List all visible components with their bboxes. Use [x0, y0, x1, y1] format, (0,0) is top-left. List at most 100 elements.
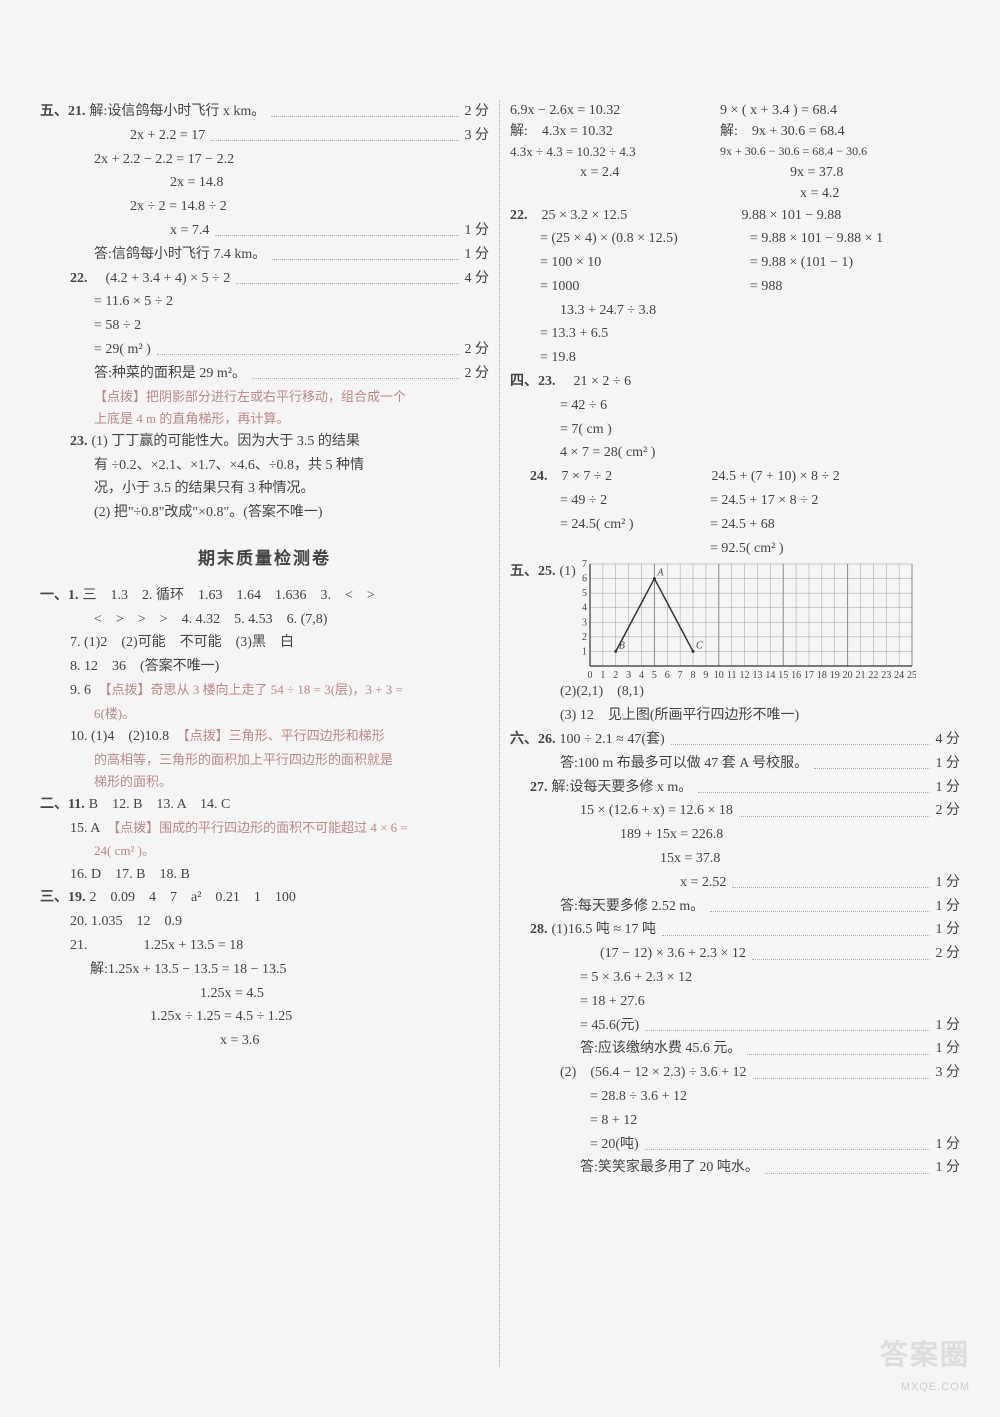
- r23-l4: 4 × 7 = 28( cm² ): [510, 441, 960, 465]
- r28-l7-row: (2) (56.4 − 12 × 2.3) ÷ 3.6 + 123 分: [510, 1061, 960, 1085]
- svg-text:3: 3: [626, 670, 631, 680]
- q21-l1: 解:设信鸽每小时飞行 x km。: [90, 104, 266, 119]
- sec2-l15-row: 15. A 【点拨】围成的平行四边形的面积不可能超过 4 × 6 =: [40, 817, 489, 841]
- svg-text:23: 23: [881, 670, 891, 680]
- r25-sub1: (1): [560, 560, 576, 584]
- svg-text:19: 19: [830, 670, 840, 680]
- page: 五、21.解:设信鸽每小时飞行 x km。 2 分 2x + 2.2 = 173…: [0, 0, 1000, 1417]
- svg-text:12: 12: [739, 670, 749, 680]
- svg-text:14: 14: [765, 670, 775, 680]
- r28-l8: = 28.8 ÷ 3.6 + 12: [510, 1085, 960, 1109]
- r27-s1: 1 分: [936, 776, 961, 800]
- r26-s2: 1 分: [936, 752, 961, 776]
- svg-text:11: 11: [727, 670, 737, 680]
- q21-s7: 1 分: [465, 243, 490, 267]
- r22-label: 22.: [510, 204, 528, 228]
- q22-s4: 2 分: [465, 338, 490, 362]
- r28-s10: 1 分: [936, 1133, 961, 1157]
- sec3-l20: 20. 1.035 12 0.9: [40, 910, 489, 934]
- r28-l11-row: 答:笑笑家最多用了 20 吨水。1 分: [510, 1156, 960, 1180]
- q22-l3: = 58 ÷ 2: [40, 314, 489, 338]
- eq21-b2: 解: 9x + 30.6 = 68.4: [720, 121, 845, 142]
- r23-l1: 21 × 2 ÷ 6: [574, 374, 632, 389]
- r22-b3: = 9.88 × (101 − 1): [750, 251, 853, 275]
- q22-s5: 2 分: [465, 362, 490, 386]
- sec1-l7: 7. (1)2 (2)可能 不可能 (3)黑 白: [40, 631, 489, 655]
- sec3-l21d: 1.25x ÷ 1.25 = 4.5 ÷ 1.25: [40, 1005, 489, 1029]
- r24-label: 24.: [530, 465, 548, 489]
- r26-l2: 答:100 m 布最多可以做 47 套 A 号校服。: [560, 752, 808, 776]
- r27-l2-row: 15 × (12.6 + x) = 12.6 × 182 分: [510, 799, 960, 823]
- eq21-r3: 4.3x ÷ 4.3 = 10.32 ÷ 4.39x + 30.6 − 30.6…: [510, 142, 960, 162]
- q21-line1: 五、21.解:设信鸽每小时飞行 x km。 2 分: [40, 100, 489, 124]
- eq21-a4: x = 2.4: [510, 162, 720, 183]
- r27-label: 27.: [530, 780, 548, 795]
- q21-s2: 3 分: [465, 124, 490, 148]
- r28-l3: = 5 × 3.6 + 2.3 × 12: [510, 966, 960, 990]
- svg-text:8: 8: [690, 670, 695, 680]
- svg-text:C: C: [696, 641, 703, 652]
- q22-l5-row: 答:种菜的面积是 29 m²。2 分: [40, 362, 489, 386]
- q22-l2: = 11.6 × 5 ÷ 2: [40, 290, 489, 314]
- r24-a1: 7 × 7 ÷ 2: [552, 465, 712, 489]
- left-column: 五、21.解:设信鸽每小时飞行 x km。 2 分 2x + 2.2 = 173…: [30, 100, 500, 1367]
- r28-label: 28.: [530, 922, 548, 937]
- q21-s6: 1 分: [465, 219, 490, 243]
- r28-l4: = 18 + 27.6: [510, 990, 960, 1014]
- r27-l1-row: 27. 解:设每天要多修 x m。 1 分: [510, 776, 960, 800]
- sec1-l8: 8. 12 36 (答案不唯一): [40, 655, 489, 679]
- r28-l7: (2) (56.4 − 12 × 2.3) ÷ 3.6 + 12: [560, 1061, 747, 1085]
- eq21-a2: 解: 4.3x = 10.32: [510, 121, 720, 142]
- r27-l1: 解:设每天要多修 x m。: [552, 780, 693, 795]
- r23-l2: = 42 ÷ 6: [510, 394, 960, 418]
- r22-r4: = 1000= 988: [510, 275, 960, 299]
- r22-c2: = 13.3 + 6.5: [510, 322, 960, 346]
- r27-l3: 189 + 15x = 226.8: [510, 823, 960, 847]
- r28-l5-row: = 45.6(元) 1 分: [510, 1014, 960, 1038]
- eq21-r1: 6.9x − 2.6x = 10.329 × ( x + 3.4 ) = 68.…: [510, 100, 960, 121]
- sec2-l16: 16. D 17. B 18. B: [40, 863, 489, 887]
- sec3-l21b: 解:1.25x + 13.5 − 13.5 = 18 − 13.5: [40, 958, 489, 982]
- svg-text:B: B: [619, 641, 625, 652]
- sec1-label: 一、1.: [40, 588, 79, 603]
- q23-l1: (1) 丁丁赢的可能性大。因为大于 3.5 的结果: [92, 434, 360, 449]
- r22-a1: 25 × 3.2 × 12.5: [532, 204, 742, 228]
- sec1-h10c: 梯形的面积。: [40, 771, 489, 793]
- q21-l6: x = 7.4: [170, 219, 209, 243]
- r22-b2: = 9.88 × 101 − 9.88 × 1: [750, 227, 883, 251]
- q21-l5: 2x ÷ 2 = 14.8 ÷ 2: [40, 195, 489, 219]
- sec3-l21e: x = 3.6: [40, 1029, 489, 1053]
- r28-s2: 2 分: [936, 942, 961, 966]
- svg-text:24: 24: [894, 670, 904, 680]
- svg-text:5: 5: [652, 670, 657, 680]
- q21-s1: 2 分: [465, 100, 490, 124]
- svg-text:20: 20: [842, 670, 852, 680]
- svg-text:0: 0: [587, 670, 592, 680]
- right-column: 6.9x − 2.6x = 10.329 × ( x + 3.4 ) = 68.…: [500, 100, 970, 1367]
- r28-s1: 1 分: [936, 918, 961, 942]
- q22-hint2: 上底是 4 m 的直角梯形，再计算。: [40, 408, 489, 430]
- r24-b4: = 92.5( cm² ): [710, 537, 784, 561]
- r27-s6: 1 分: [936, 895, 961, 919]
- final-exam-title: 期末质量检测卷: [40, 545, 489, 574]
- r22-a2: = (25 × 4) × (0.8 × 12.5): [510, 227, 750, 251]
- q22-l1-row: 22. (4.2 + 3.4 + 4) × 5 ÷ 24 分: [40, 267, 489, 291]
- svg-text:1: 1: [582, 647, 587, 658]
- q23-l4: (2) 把"÷0.8"改成"×0.8"。(答案不唯一): [40, 501, 489, 525]
- q22-hint1: 【点拨】把阴影部分进行左或右平行移动，组合成一个: [40, 386, 489, 408]
- r24-b3: = 24.5 + 68: [710, 513, 775, 537]
- q22-s1: 4 分: [465, 267, 490, 291]
- sec1-l1: 三 1.3 2. 循环 1.6̈3 1.64 1.636 3. < >: [83, 588, 375, 603]
- r27-l6: 答:每天要多修 2.52 m。: [560, 895, 704, 919]
- sec1-l1-row: 一、1. 三 1.3 2. 循环 1.6̈3 1.64 1.636 3. < >: [40, 584, 489, 608]
- r24-r2: = 49 ÷ 2= 24.5 + 17 × 8 ÷ 2: [510, 489, 960, 513]
- r28-l1: (1)16.5 吨 ≈ 17 吨: [552, 922, 657, 937]
- q22-l4-row: = 29( m² )2 分: [40, 338, 489, 362]
- q21-l2-row: 2x + 2.2 = 173 分: [40, 124, 489, 148]
- r24-r3: = 24.5( cm² )= 24.5 + 68: [510, 513, 960, 537]
- sec1-l10-row: 10. (1)4 (2)10.8 【点拨】三角形、平行四边形和梯形: [40, 725, 489, 749]
- r28-l5: = 45.6(元): [580, 1014, 639, 1038]
- svg-text:18: 18: [817, 670, 827, 680]
- r28-s5: 1 分: [936, 1014, 961, 1038]
- q21-l3: 2x + 2.2 − 2.2 = 17 − 2.2: [40, 148, 489, 172]
